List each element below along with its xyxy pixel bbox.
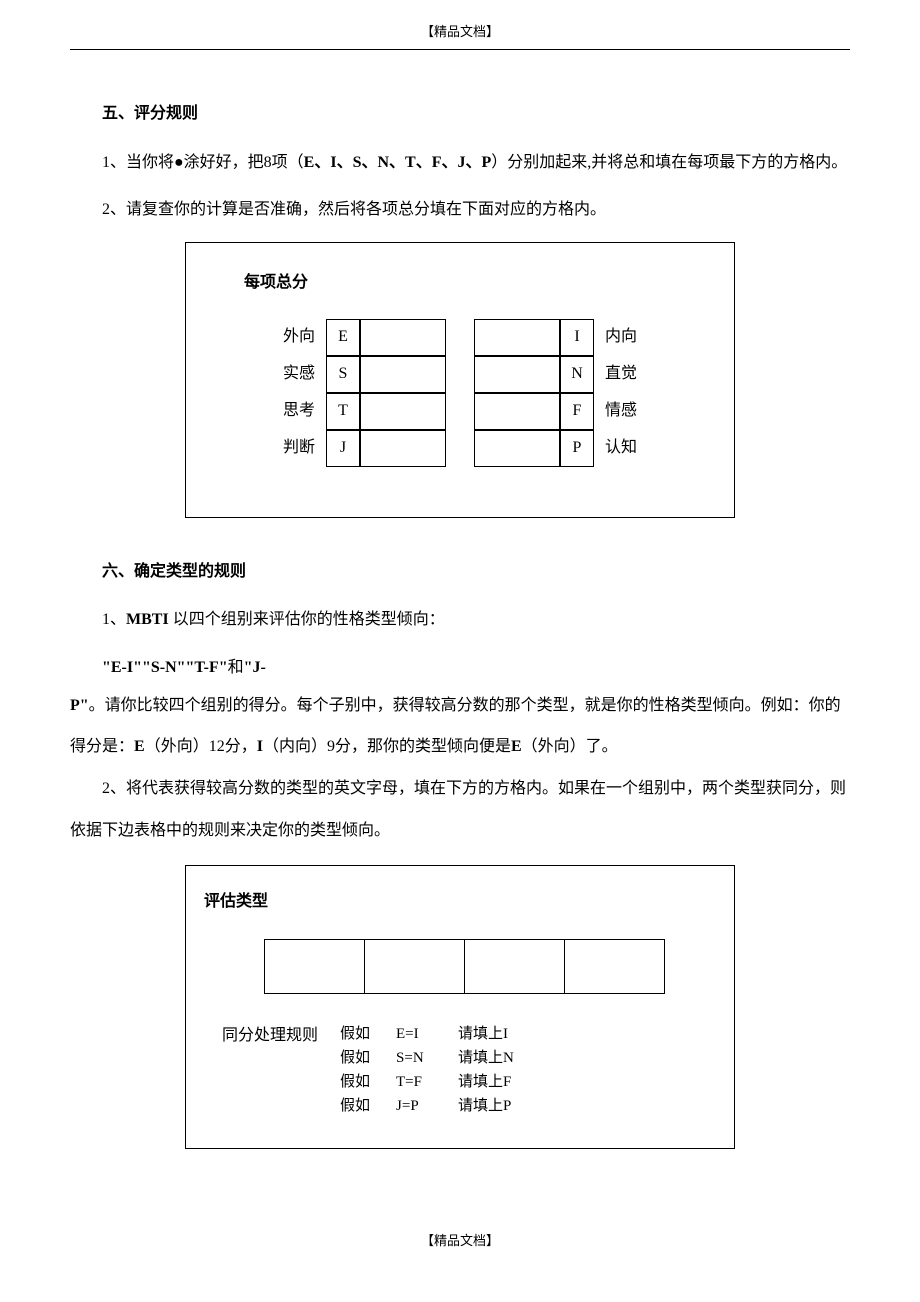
s6p3-t4: （外向）了。 bbox=[522, 738, 618, 755]
s6p1-pre: 1、 bbox=[102, 611, 126, 628]
s6p3-b4: E bbox=[511, 738, 522, 755]
section6-title: 六、确定类型的规则 bbox=[70, 558, 850, 587]
tie-rules: 假如 E=I 请填上I 假如 S=N 请填上N 假如 T=F 请填上F 假如 J=P 请填上P bbox=[340, 1022, 514, 1118]
score-input-left[interactable] bbox=[360, 319, 446, 356]
score-input-right[interactable] bbox=[474, 393, 560, 430]
code-cell-right: N bbox=[560, 356, 594, 393]
code-cell-left: E bbox=[326, 319, 360, 356]
eval-cell[interactable] bbox=[565, 939, 665, 993]
code-cell-left: S bbox=[326, 356, 360, 393]
label-right: 内向 bbox=[594, 319, 648, 356]
s6p2-b: "E-I""S-N""T-F" bbox=[102, 659, 228, 676]
eval-row bbox=[265, 939, 665, 993]
eval-box: 评估类型 同分处理规则 假如 E=I 请填上I 假如 S=N 请填上N 假如 T=F 请填上… bbox=[185, 865, 735, 1149]
score-row: 实感 S N 直觉 bbox=[272, 356, 648, 393]
score-input-left[interactable] bbox=[360, 393, 446, 430]
page-footer: 【精品文档】 bbox=[70, 1229, 850, 1252]
code-cell-right: I bbox=[560, 319, 594, 356]
eval-cell[interactable] bbox=[365, 939, 465, 993]
score-input-right[interactable] bbox=[474, 430, 560, 467]
tie-c1: 假如 bbox=[340, 1046, 378, 1070]
label-left: 实感 bbox=[272, 356, 326, 393]
s6p3-b2: E bbox=[134, 738, 145, 755]
gap bbox=[446, 430, 474, 467]
s6p1-b1: MBTI bbox=[126, 611, 173, 628]
score-input-right[interactable] bbox=[474, 319, 560, 356]
code-cell-right: P bbox=[560, 430, 594, 467]
score-input-left[interactable] bbox=[360, 356, 446, 393]
tie-c2: S=N bbox=[396, 1046, 440, 1070]
section6-para3: P"。请你比较四个组别的得分。每个子别中，获得较高分数的那个类型，就是你的性格类… bbox=[70, 685, 850, 768]
tie-rule-row: 假如 J=P 请填上P bbox=[340, 1094, 514, 1118]
tie-rule-row: 假如 T=F 请填上F bbox=[340, 1070, 514, 1094]
tie-c2: J=P bbox=[396, 1094, 440, 1118]
s6p2-b2: "J- bbox=[244, 659, 266, 676]
s5p1-post: ）分别加起来,并将总和填在每项最下方的方格内。 bbox=[491, 154, 847, 171]
gap bbox=[446, 356, 474, 393]
score-row: 思考 T F 情感 bbox=[272, 393, 648, 430]
tie-c1: 假如 bbox=[340, 1070, 378, 1094]
tie-c3: 请填上N bbox=[458, 1046, 514, 1070]
score-box: 每项总分 外向 E I 内向 实感 S N 直觉 思考 T F 情感 bbox=[185, 242, 735, 518]
code-cell-left: J bbox=[326, 430, 360, 467]
gap bbox=[446, 393, 474, 430]
section6-para1: 1、MBTI 以四个组别来评估你的性格类型倾向： bbox=[70, 602, 850, 637]
eval-cell[interactable] bbox=[265, 939, 365, 993]
section5-para1: 1、当你将●涂好好，把8项（E、I、S、N、T、F、J、P）分别加起来,并将总和… bbox=[70, 145, 850, 180]
score-row: 外向 E I 内向 bbox=[272, 319, 648, 356]
score-input-right[interactable] bbox=[474, 356, 560, 393]
label-left: 思考 bbox=[272, 393, 326, 430]
tie-rule-row: 假如 S=N 请填上N bbox=[340, 1046, 514, 1070]
eval-cell[interactable] bbox=[465, 939, 565, 993]
eval-table bbox=[264, 939, 665, 994]
code-cell-left: T bbox=[326, 393, 360, 430]
eval-box-title: 评估类型 bbox=[204, 888, 716, 917]
score-table: 外向 E I 内向 实感 S N 直觉 思考 T F 情感 判断 bbox=[272, 319, 648, 466]
section5-para2: 2、请复查你的计算是否准确，然后将各项总分填在下面对应的方格内。 bbox=[70, 192, 850, 227]
s5p1-pre: 1、当你将●涂好好，把8项（ bbox=[102, 154, 304, 171]
tie-c2: E=I bbox=[396, 1022, 440, 1046]
label-right: 情感 bbox=[594, 393, 648, 430]
tie-label: 同分处理规则 bbox=[222, 1022, 318, 1051]
tie-c3: 请填上P bbox=[458, 1094, 511, 1118]
page-header: 【精品文档】 bbox=[70, 20, 850, 50]
label-left: 外向 bbox=[272, 319, 326, 356]
tie-c3: 请填上F bbox=[458, 1070, 511, 1094]
label-right: 直觉 bbox=[594, 356, 648, 393]
score-row: 判断 J P 认知 bbox=[272, 430, 648, 467]
s6p1-mid: 以四个组别来评估你的性格类型倾向： bbox=[173, 611, 445, 628]
label-right: 认知 bbox=[594, 430, 648, 467]
tie-c1: 假如 bbox=[340, 1094, 378, 1118]
score-box-title: 每项总分 bbox=[244, 269, 684, 298]
tie-rule-row: 假如 E=I 请填上I bbox=[340, 1022, 514, 1046]
s6p2-m: 和 bbox=[228, 659, 244, 676]
code-cell-right: F bbox=[560, 393, 594, 430]
label-left: 判断 bbox=[272, 430, 326, 467]
score-input-left[interactable] bbox=[360, 430, 446, 467]
tie-c1: 假如 bbox=[340, 1022, 378, 1046]
tie-c2: T=F bbox=[396, 1070, 440, 1094]
s6p3-t2: （外向）12分， bbox=[145, 738, 257, 755]
s6p3-t3: （内向）9分，那你的类型倾向便是 bbox=[263, 738, 511, 755]
section6-para2: "E-I""S-N""T-F"和"J- bbox=[70, 650, 850, 685]
gap bbox=[446, 319, 474, 356]
tie-section: 同分处理规则 假如 E=I 请填上I 假如 S=N 请填上N 假如 T=F 请填上F 假如 J… bbox=[222, 1022, 716, 1118]
s5p1-bold: E、I、S、N、T、F、J、P bbox=[304, 154, 492, 171]
s6p3-b1: P" bbox=[70, 697, 89, 714]
tie-c3: 请填上I bbox=[458, 1022, 508, 1046]
section6-para4: 2、将代表获得较高分数的类型的英文字母，填在下方的方格内。如果在一个组别中，两个… bbox=[70, 768, 850, 851]
section5-title: 五、评分规则 bbox=[70, 100, 850, 129]
